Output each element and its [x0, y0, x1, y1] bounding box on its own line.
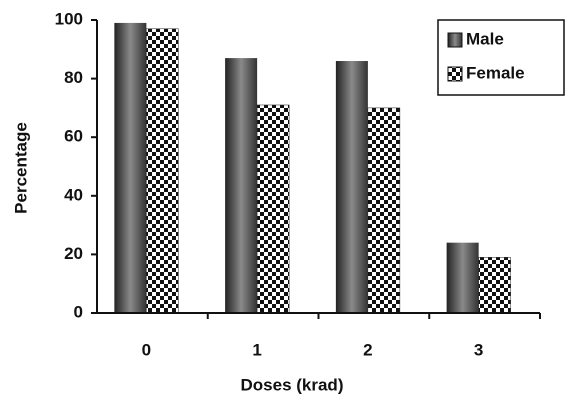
bar	[335, 61, 368, 313]
x-axis-label: Doses (krad)	[241, 375, 344, 394]
legend-swatch	[447, 32, 463, 48]
y-tick-label: 0	[74, 302, 83, 321]
x-tick-label: 2	[363, 340, 372, 359]
legend-label: Female	[466, 63, 525, 82]
y-tick-label: 20	[64, 244, 83, 263]
legend-swatch	[447, 66, 463, 82]
x-tick-label: 1	[252, 340, 261, 359]
x-tick-label: 3	[474, 340, 483, 359]
bar	[114, 22, 147, 314]
y-tick-label: 60	[64, 127, 83, 146]
y-tick-label: 80	[64, 68, 83, 87]
bar	[446, 242, 479, 313]
x-tick-label: 0	[142, 340, 151, 359]
legend-label: Male	[466, 29, 504, 48]
bar	[478, 257, 511, 314]
y-tick-label: 40	[64, 185, 83, 204]
bar	[256, 104, 290, 314]
y-tick-label: 100	[55, 9, 83, 28]
bar	[367, 107, 401, 314]
y-axis-label: Percentage	[11, 122, 30, 214]
bar	[225, 58, 258, 314]
bar	[146, 28, 179, 314]
